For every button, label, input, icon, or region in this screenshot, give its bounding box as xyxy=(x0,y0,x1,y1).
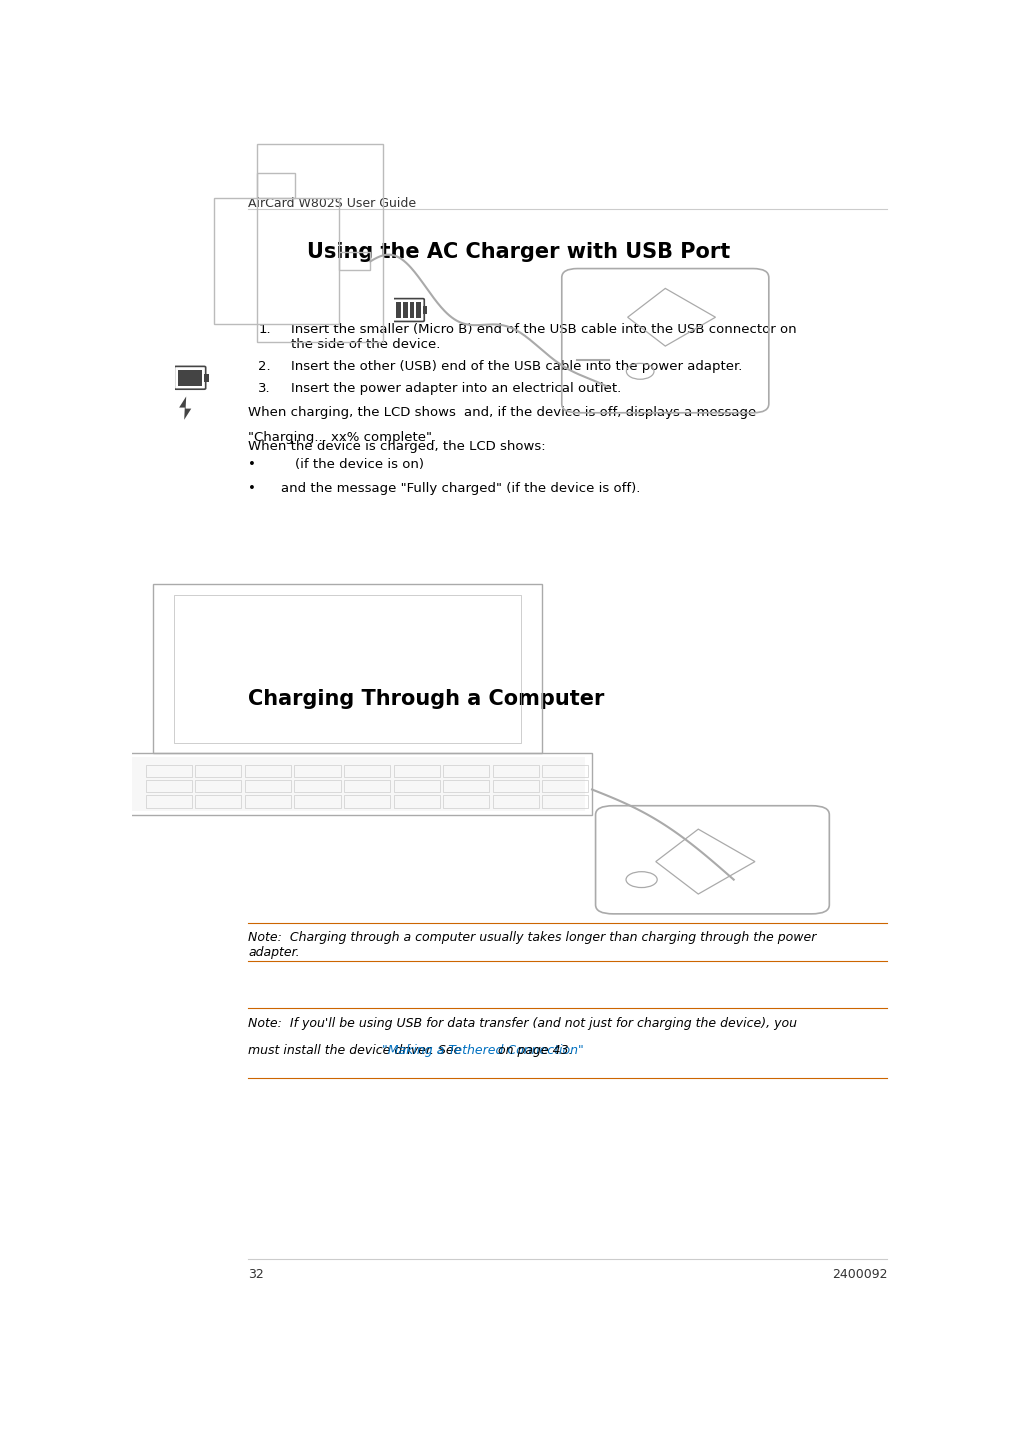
Text: Insert the smaller (Micro B) end of the USB cable into the USB connector on
the : Insert the smaller (Micro B) end of the … xyxy=(291,323,796,350)
Text: Charging Through a Computer: Charging Through a Computer xyxy=(248,689,604,709)
Text: When charging, the LCD shows: When charging, the LCD shows xyxy=(248,407,456,420)
Text: 2.: 2. xyxy=(258,359,271,372)
Text: 1.: 1. xyxy=(258,323,271,336)
Text: AirCard W802S User Guide: AirCard W802S User Guide xyxy=(248,198,416,211)
Text: •: • xyxy=(248,482,256,495)
Text: on page 43.: on page 43. xyxy=(493,1044,572,1057)
Polygon shape xyxy=(179,397,191,420)
FancyBboxPatch shape xyxy=(178,371,202,385)
Text: Note:  Charging through a computer usually takes longer than charging through th: Note: Charging through a computer usuall… xyxy=(248,932,816,959)
Text: must install the device driver. See: must install the device driver. See xyxy=(248,1044,465,1057)
Text: 32: 32 xyxy=(248,1268,264,1280)
FancyBboxPatch shape xyxy=(409,303,415,317)
Text: (if the device is on): (if the device is on) xyxy=(295,459,424,472)
Text: "Charging... xx% complete".: "Charging... xx% complete". xyxy=(248,431,436,444)
Text: "Making a Tethered Connection": "Making a Tethered Connection" xyxy=(382,1044,583,1057)
Text: and the message "Fully charged" (if the device is off).: and the message "Fully charged" (if the … xyxy=(281,482,640,495)
FancyBboxPatch shape xyxy=(204,373,208,382)
Text: •: • xyxy=(248,459,256,472)
Text: Using the AC Charger with USB Port: Using the AC Charger with USB Port xyxy=(306,242,730,262)
Text: 2400092: 2400092 xyxy=(831,1268,887,1280)
Text: 3.: 3. xyxy=(258,382,271,395)
FancyBboxPatch shape xyxy=(423,306,427,314)
Text: and, if the device is off, displays a message: and, if the device is off, displays a me… xyxy=(463,407,755,420)
Text: Insert the other (USB) end of the USB cable into the power adapter.: Insert the other (USB) end of the USB ca… xyxy=(291,359,742,372)
Text: Note:  If you'll be using USB for data transfer (and not just for charging the d: Note: If you'll be using USB for data tr… xyxy=(248,1017,797,1030)
FancyBboxPatch shape xyxy=(417,303,421,317)
Polygon shape xyxy=(124,757,584,810)
FancyBboxPatch shape xyxy=(402,303,407,317)
FancyBboxPatch shape xyxy=(396,303,400,317)
Text: When the device is charged, the LCD shows:: When the device is charged, the LCD show… xyxy=(248,440,545,453)
Text: Insert the power adapter into an electrical outlet.: Insert the power adapter into an electri… xyxy=(291,382,621,395)
